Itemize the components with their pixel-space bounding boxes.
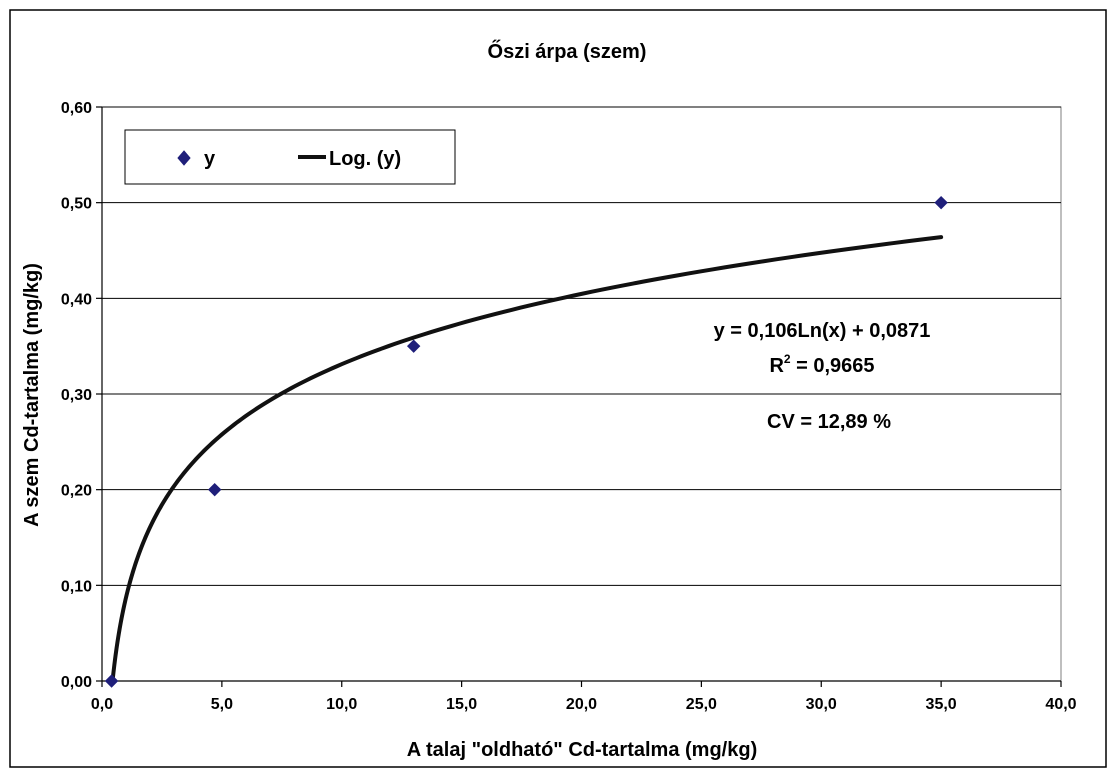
x-tick-label: 5,0: [211, 696, 233, 713]
data-point-diamond: [207, 482, 222, 497]
x-tick-label: 15,0: [446, 696, 477, 713]
data-point-diamond: [934, 195, 948, 210]
r-squared-annotation: R2 = 0,9665: [769, 352, 874, 377]
x-tick-label: 40,0: [1045, 696, 1076, 713]
r-squared-value: = 0,9665: [791, 355, 875, 377]
x-tick-label: 35,0: [926, 696, 957, 713]
gridlines: [102, 106, 1061, 586]
x-axis-ticks: 0,0 5,0 10,0 15,0 20,0 25,0 30,0 35,0 40,0: [91, 681, 1077, 713]
legend-trendline-label: Log. (y): [329, 148, 401, 170]
y-axis-label: A szem Cd-tartalma (mg/kg): [21, 263, 43, 527]
cv-annotation: CV = 12,89 %: [767, 411, 891, 433]
x-tick-label: 25,0: [686, 696, 717, 713]
legend-series-label: y: [204, 148, 216, 170]
y-tick-label: 0,00: [61, 674, 92, 691]
x-axis-label: A talaj "oldható" Cd-tartalma (mg/kg): [407, 739, 757, 761]
y-tick-label: 0,40: [61, 291, 92, 308]
y-tick-label: 0,60: [61, 100, 92, 117]
legend-box: [124, 129, 456, 185]
r-squared-superscript: 2: [784, 352, 791, 366]
data-point-diamond: [104, 674, 119, 688]
legend: y Log. (y): [124, 129, 456, 185]
r-squared-prefix: R: [769, 355, 784, 377]
x-tick-label: 10,0: [326, 696, 357, 713]
y-tick-label: 0,50: [61, 196, 92, 213]
data-points: [104, 195, 948, 688]
y-tick-label: 0,30: [61, 387, 92, 404]
y-tick-label: 0,10: [61, 578, 92, 595]
y-axis-ticks: 0,00 0,10 0,20 0,30 0,40 0,50 0,60: [61, 100, 102, 691]
x-tick-label: 0,0: [91, 696, 113, 713]
y-tick-label: 0,20: [61, 483, 92, 500]
chart-title: Őszi árpa (szem): [488, 40, 647, 63]
x-tick-label: 20,0: [566, 696, 597, 713]
x-tick-label: 30,0: [806, 696, 837, 713]
legend-diamond-marker-icon: [177, 150, 191, 166]
equation-annotation: y = 0,106Ln(x) + 0,0871: [714, 320, 931, 342]
log-trendline: [110, 235, 944, 683]
data-point-diamond: [406, 339, 421, 353]
